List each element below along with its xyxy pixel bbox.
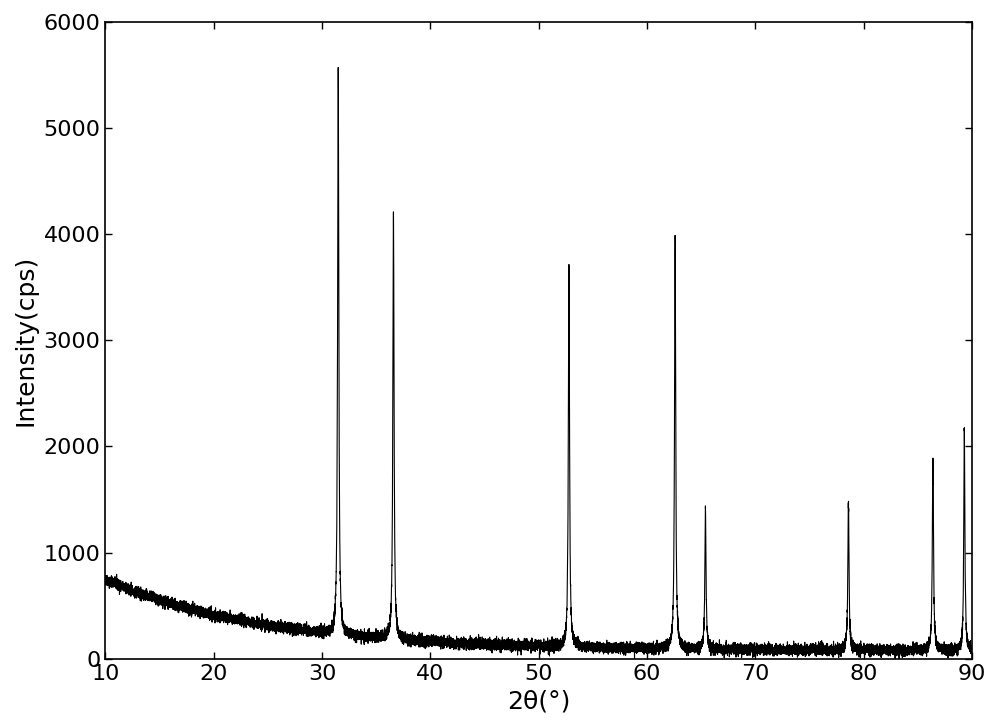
X-axis label: 2θ(°): 2θ(°)	[507, 689, 570, 713]
Y-axis label: Intensity(cps): Intensity(cps)	[14, 254, 38, 426]
